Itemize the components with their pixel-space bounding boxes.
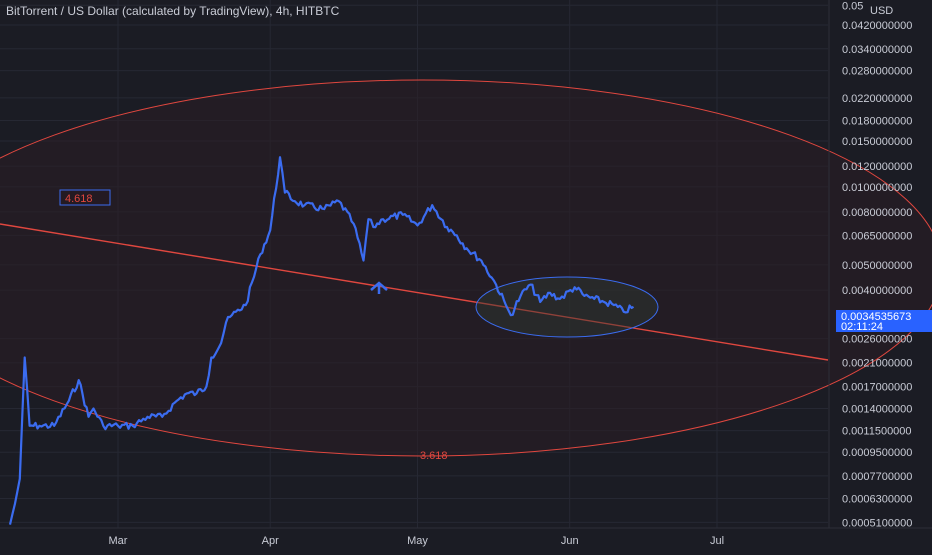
price-axis[interactable]: 0.05 0.0420000000 0.0340000000 0.0280000000… <box>842 0 912 529</box>
y-tick-label: 0.0150000000 <box>842 136 912 148</box>
y-tick-label: 0.0340000000 <box>842 44 912 56</box>
y-tick-label: 0.0420000000 <box>842 20 912 32</box>
symbol-title: BitTorrent / US Dollar (calculated by Tr… <box>6 4 340 18</box>
fib-level-lower-label: 3.618 <box>420 450 448 462</box>
y-tick-label: 0.0026000000 <box>842 334 912 346</box>
y-tick-label: 0.0180000000 <box>842 115 912 127</box>
y-tick-label: 0.0220000000 <box>842 93 912 105</box>
y-tick-label: 0.0065000000 <box>842 230 912 242</box>
fib-circle-outer[interactable] <box>0 79 932 457</box>
last-price-countdown: 02:11:24 <box>841 321 883 333</box>
y-tick-label: 0.0050000000 <box>842 260 912 272</box>
x-tick-label: Mar <box>109 535 128 547</box>
time-axis[interactable]: Mar Apr May Jun Jul <box>109 535 725 547</box>
fib-circles: 4.618 3.618 <box>0 79 932 462</box>
x-tick-label: Jun <box>561 535 579 547</box>
y-tick-label: 0.0007700000 <box>842 471 912 483</box>
currency-label: USD <box>870 5 893 17</box>
x-tick-label: Apr <box>262 535 279 547</box>
y-tick-label: 0.05 <box>842 0 863 12</box>
y-tick-label: 0.0280000000 <box>842 66 912 78</box>
y-tick-label: 0.0021000000 <box>842 358 912 370</box>
y-tick-label: 0.0006300000 <box>842 494 912 506</box>
fib-trend-line[interactable] <box>0 223 829 361</box>
y-tick-label: 0.0009500000 <box>842 447 912 459</box>
y-tick-label: 0.0014000000 <box>842 403 912 415</box>
y-tick-label: 0.0120000000 <box>842 161 912 173</box>
last-price-tag: 0.0034535673 02:11:24 <box>836 310 932 333</box>
fib-level-box[interactable] <box>59 189 111 206</box>
y-tick-label: 0.0100000000 <box>842 182 912 194</box>
up-arrow-icon <box>370 281 388 294</box>
last-price-value: 0.0034535673 <box>841 311 911 323</box>
y-tick-label: 0.0040000000 <box>842 285 912 297</box>
fib-level-upper-label: 4.618 <box>65 193 93 205</box>
y-tick-label: 0.0080000000 <box>842 207 912 219</box>
x-tick-label: Jul <box>710 535 724 547</box>
y-tick-label: 0.0017000000 <box>842 382 912 394</box>
price-series-line[interactable] <box>8 156 635 525</box>
y-tick-label: 0.0011500000 <box>842 426 912 438</box>
x-tick-label: May <box>407 535 428 547</box>
y-tick-label: 0.0005100000 <box>842 517 912 529</box>
